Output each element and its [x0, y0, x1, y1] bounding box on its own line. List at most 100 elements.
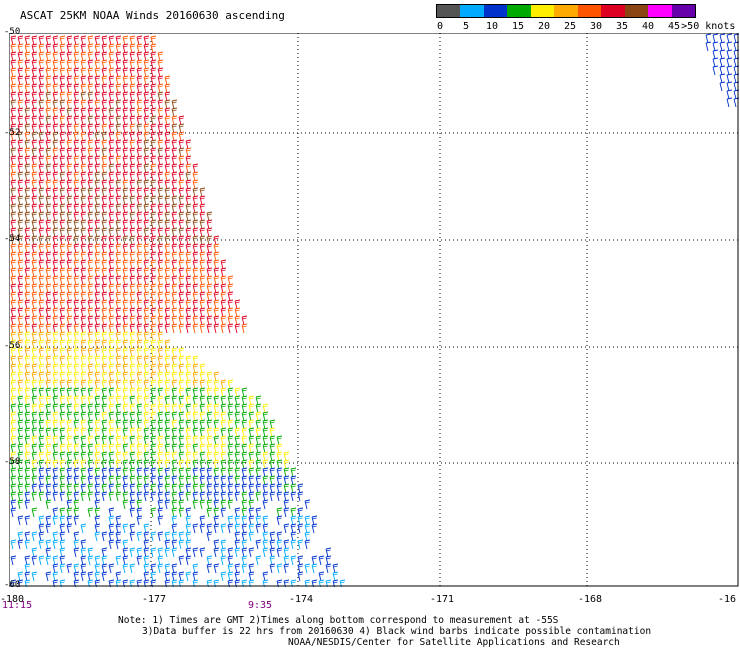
- wind-barb: [122, 379, 129, 390]
- wind-barb: [122, 195, 129, 206]
- wind-barb: [136, 243, 143, 254]
- wind-barb: [94, 355, 101, 366]
- wind-barb: [108, 323, 115, 334]
- wind-barb: [150, 363, 157, 374]
- wind-barb: [234, 451, 241, 462]
- wind-barb: [73, 411, 80, 422]
- wind-barb: [73, 203, 80, 214]
- wind-barb: [31, 171, 38, 182]
- wind-barb: [66, 379, 73, 390]
- wind-barb: [248, 483, 255, 494]
- wind-barb: [248, 475, 255, 486]
- wind-barb: [136, 83, 143, 94]
- wind-barb: [122, 67, 129, 78]
- wind-barb: [108, 579, 115, 587]
- wind-barb: [136, 107, 143, 118]
- wind-barb: [31, 395, 38, 406]
- wind-barb: [45, 339, 52, 350]
- wind-barb: [241, 427, 248, 438]
- wind-barb: [178, 451, 185, 462]
- wind-barb: [171, 235, 178, 246]
- wind-barb: [164, 219, 171, 230]
- wind-barb: [143, 131, 150, 142]
- wind-barb: [94, 195, 101, 206]
- wind-barb: [234, 395, 241, 406]
- wind-barb: [157, 387, 164, 398]
- wind-barb: [143, 155, 150, 166]
- wind-barb: [276, 507, 283, 518]
- wind-barb: [87, 267, 94, 278]
- wind-barb: [136, 443, 143, 454]
- wind-barb: [38, 531, 45, 542]
- wind-barb: [10, 403, 17, 414]
- wind-barb: [31, 227, 38, 238]
- wind-barb: [171, 475, 178, 486]
- wind-barb: [290, 579, 297, 587]
- wind-barb: [101, 315, 108, 326]
- wind-barb: [206, 251, 213, 262]
- wind-barb: [220, 499, 227, 510]
- wind-barb: [45, 123, 52, 134]
- wind-barb: [101, 555, 108, 566]
- wind-barb: [38, 203, 45, 214]
- wind-barb: [17, 235, 24, 246]
- wind-barb: [59, 459, 66, 470]
- wind-barb: [101, 403, 108, 414]
- wind-barb: [10, 411, 17, 422]
- wind-barb: [38, 555, 45, 566]
- wind-barb: [10, 99, 17, 110]
- wind-barb: [206, 387, 213, 398]
- wind-barb: [227, 563, 234, 574]
- wind-barb: [115, 99, 122, 110]
- wind-barb: [185, 243, 192, 254]
- wind-barb: [66, 443, 73, 454]
- wind-barb: [24, 275, 31, 286]
- wind-barb: [122, 467, 129, 478]
- wind-barb: [206, 427, 213, 438]
- wind-barb: [45, 515, 52, 526]
- wind-barb: [52, 491, 59, 502]
- wind-barb: [171, 371, 178, 382]
- wind-barb: [143, 483, 150, 494]
- wind-barb: [17, 219, 24, 230]
- wind-barb: [199, 219, 206, 230]
- wind-barb: [185, 363, 192, 374]
- wind-barb: [129, 115, 136, 126]
- wind-barb: [24, 339, 31, 350]
- wind-barb: [73, 187, 80, 198]
- wind-barb: [115, 539, 122, 550]
- wind-barb: [192, 523, 199, 534]
- wind-barb: [10, 163, 17, 174]
- wind-barb: [122, 491, 129, 502]
- wind-barb: [143, 427, 150, 438]
- wind-barb: [157, 363, 164, 374]
- wind-barb: [712, 33, 719, 44]
- wind-barb: [136, 59, 143, 70]
- wind-barb: [38, 403, 45, 414]
- wind-barb: [87, 139, 94, 150]
- wind-barb: [164, 75, 171, 86]
- wind-barb: [45, 83, 52, 94]
- wind-barb: [24, 475, 31, 486]
- wind-barb: [213, 443, 220, 454]
- wind-barb: [206, 459, 213, 470]
- wind-barb: [262, 459, 269, 470]
- wind-barb: [136, 411, 143, 422]
- wind-barb: [66, 51, 73, 62]
- wind-barb: [157, 275, 164, 286]
- wind-barb: [80, 179, 87, 190]
- wind-barb: [199, 267, 206, 278]
- wind-barb: [38, 307, 45, 318]
- wind-barb: [101, 59, 108, 70]
- wind-barb: [206, 299, 213, 310]
- wind-barb: [87, 459, 94, 470]
- wind-barb: [192, 371, 199, 382]
- wind-barb: [150, 171, 157, 182]
- wind-barb: [10, 395, 17, 406]
- wind-barb: [199, 299, 206, 310]
- wind-barb: [136, 387, 143, 398]
- wind-barb: [185, 179, 192, 190]
- wind-barb: [108, 299, 115, 310]
- wind-barb: [178, 259, 185, 270]
- wind-barb: [108, 83, 115, 94]
